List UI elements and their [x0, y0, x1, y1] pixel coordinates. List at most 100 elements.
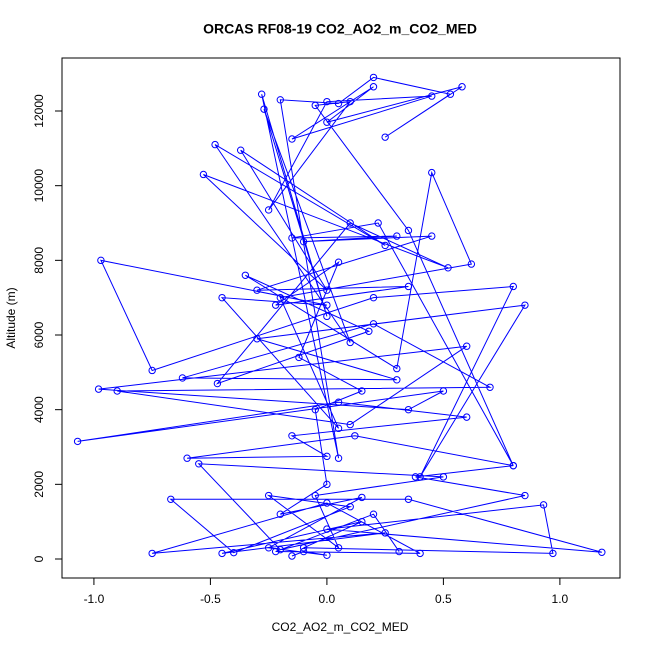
y-tick-label: 4000 — [32, 396, 46, 423]
point — [264, 544, 273, 552]
point — [288, 552, 296, 560]
point — [253, 335, 261, 343]
point — [288, 135, 296, 143]
point — [404, 495, 413, 503]
point — [97, 256, 105, 265]
point — [486, 383, 494, 391]
point — [458, 83, 466, 91]
point — [264, 206, 273, 214]
point — [439, 473, 448, 481]
point — [446, 90, 455, 98]
x-tick-label: -0.5 — [200, 592, 221, 606]
chart-title: ORCAS RF08-19 CO2_AO2_m_CO2_MED — [203, 21, 477, 37]
point — [288, 234, 296, 242]
point — [195, 460, 203, 468]
point — [404, 282, 413, 291]
point — [428, 232, 436, 240]
plot-frame — [61, 57, 621, 579]
point — [178, 374, 187, 382]
point — [323, 286, 331, 294]
point — [257, 90, 266, 98]
y-tick-label: 0 — [32, 555, 46, 562]
point — [381, 529, 389, 537]
point — [598, 548, 606, 556]
point — [393, 232, 401, 240]
y-tick-label: 2000 — [32, 471, 46, 498]
point — [276, 96, 285, 104]
point — [334, 398, 343, 406]
point — [509, 461, 517, 470]
point — [346, 503, 354, 511]
point — [334, 424, 343, 433]
y-tick-label: 6000 — [32, 321, 46, 348]
point — [521, 491, 529, 500]
point — [288, 432, 296, 440]
point — [428, 92, 436, 100]
point — [323, 452, 331, 461]
point — [299, 237, 308, 246]
point — [323, 551, 331, 559]
point — [346, 219, 354, 227]
point — [323, 525, 331, 533]
point — [334, 258, 343, 266]
x-tick-label: 0.5 — [435, 592, 452, 606]
point — [346, 420, 354, 429]
x-tick-label: 0.0 — [319, 592, 336, 606]
point — [358, 493, 366, 502]
point — [148, 549, 156, 558]
x-axis-label: CO2_AO2_m_CO2_MED — [272, 620, 409, 634]
point — [236, 146, 245, 154]
point — [462, 413, 471, 421]
point — [509, 282, 517, 291]
point — [311, 101, 319, 110]
point — [271, 547, 280, 556]
x-tick-label: -1.0 — [84, 592, 105, 606]
point — [211, 140, 219, 149]
point — [346, 97, 354, 106]
point — [393, 376, 401, 384]
point — [428, 168, 436, 177]
point — [521, 301, 529, 309]
point — [148, 366, 156, 375]
point — [276, 545, 285, 554]
point — [467, 260, 476, 268]
point — [260, 105, 268, 113]
point — [218, 549, 226, 558]
point — [73, 437, 82, 446]
point — [323, 118, 331, 126]
point — [404, 226, 413, 235]
point — [334, 544, 343, 552]
point — [369, 83, 378, 91]
point — [369, 73, 378, 82]
point — [299, 547, 308, 556]
point — [94, 385, 103, 393]
y-tick-label: 10000 — [32, 169, 46, 203]
point — [241, 271, 250, 279]
point — [213, 379, 222, 388]
point — [167, 495, 175, 503]
point — [346, 338, 354, 347]
point — [230, 548, 238, 557]
point — [323, 312, 331, 321]
point — [369, 510, 378, 518]
point — [253, 286, 261, 294]
point — [393, 364, 401, 373]
point — [416, 549, 424, 558]
point — [369, 320, 378, 328]
point — [439, 387, 448, 395]
point — [358, 387, 366, 395]
point — [351, 432, 359, 440]
point — [299, 544, 308, 552]
point — [183, 454, 191, 462]
point — [218, 293, 226, 302]
point — [311, 491, 319, 500]
point — [444, 264, 452, 272]
point — [113, 387, 121, 395]
point — [323, 480, 331, 489]
point — [416, 473, 424, 481]
point — [369, 293, 378, 302]
series-line — [77, 76, 602, 557]
point — [323, 301, 331, 309]
point — [395, 547, 403, 556]
